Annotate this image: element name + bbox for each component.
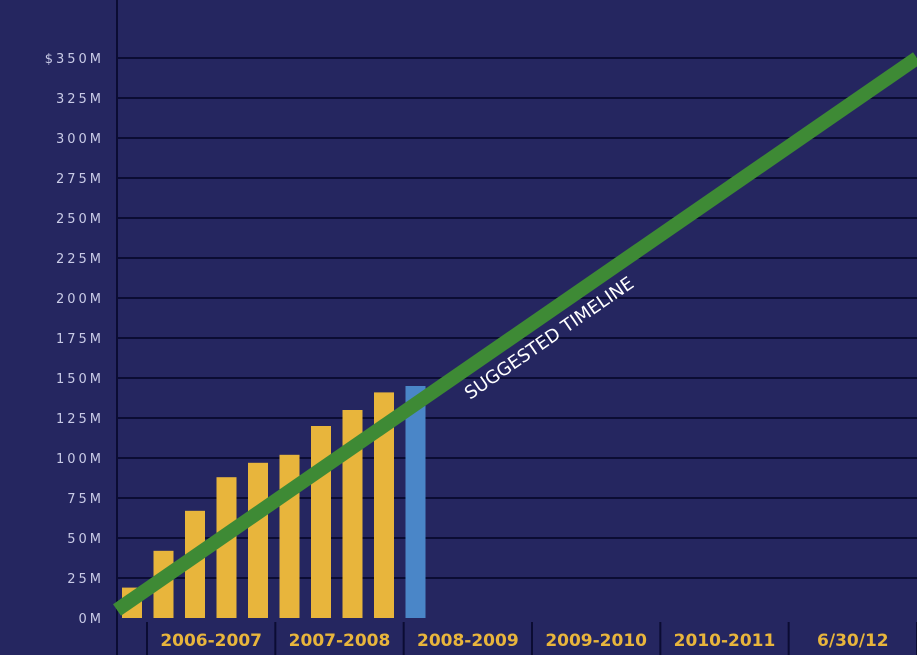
bar (342, 410, 363, 618)
y-tick-label: 100M (56, 452, 104, 467)
y-tick-label: 50M (67, 532, 104, 547)
bar (374, 392, 394, 618)
x-axis-labels: 2006-2007 2007-2008 2008-2009 2009-2010 2010… (146, 622, 917, 655)
y-tick-label: 250M (56, 212, 104, 227)
y-tick-label: 225M (56, 252, 104, 267)
y-tick-label: 125M (56, 412, 104, 427)
gridlines (116, 0, 917, 655)
y-tick-label: 200M (56, 292, 104, 307)
x-axis-label: 2009-2010 (545, 631, 647, 651)
y-tick-label: 300M (56, 132, 104, 147)
y-tick-label: $350M (45, 52, 104, 67)
y-tick-label: 175M (56, 332, 104, 347)
bar (311, 426, 331, 618)
y-tick-label: 0M (79, 612, 105, 627)
y-tick-label: 25M (67, 572, 104, 587)
x-axis-label: 2008-2009 (417, 631, 519, 651)
bar (405, 386, 426, 618)
bar (248, 462, 268, 618)
y-tick-label: 325M (56, 92, 104, 107)
x-axis-label: 2006-2007 (160, 631, 262, 651)
trendline (113, 52, 917, 616)
x-axis-label: 2010-2011 (674, 631, 776, 651)
y-axis-ticks: $350M 325M 300M 275M 250M 225M 200M 175M 150M 125… (45, 52, 105, 627)
y-tick-label: 150M (56, 372, 104, 387)
bar (216, 477, 237, 618)
x-axis-label: 2007-2008 (289, 631, 391, 651)
y-tick-label: 75M (67, 492, 104, 507)
y-tick-label: 275M (56, 172, 104, 187)
x-axis-label: 6/30/12 (817, 631, 889, 651)
